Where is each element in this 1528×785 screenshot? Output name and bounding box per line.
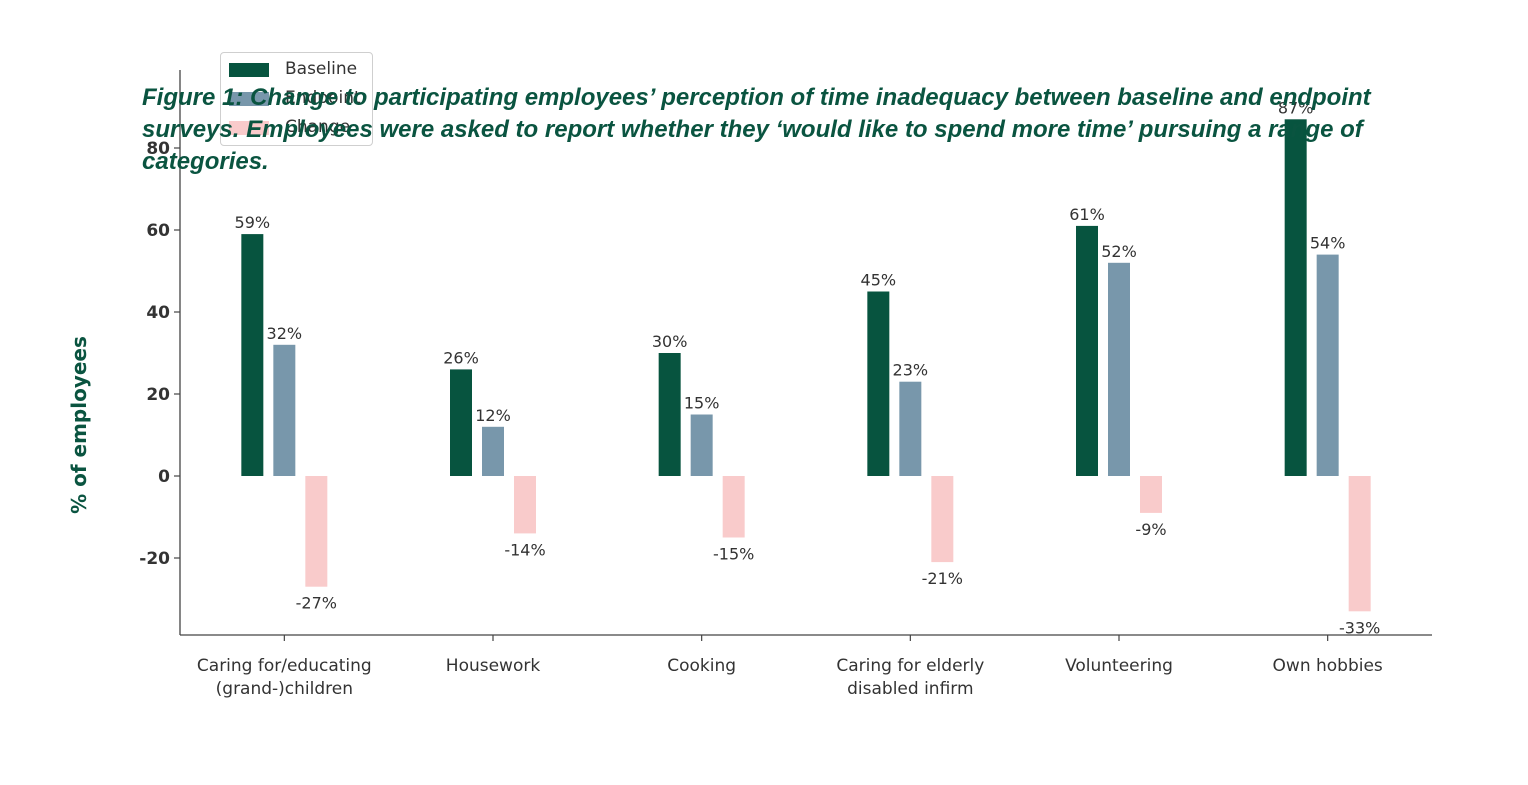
legend: Baseline Endpoint Change	[220, 52, 373, 146]
bar-change	[1348, 476, 1371, 612]
y-tick-label: 20	[146, 385, 170, 405]
bar-change	[722, 476, 745, 538]
data-label: 32%	[267, 324, 303, 343]
x-tick-label: Cooking	[667, 656, 736, 676]
figure-title: Figure 1: Change to participating employ…	[142, 84, 1371, 175]
legend-swatch-baseline	[229, 63, 269, 77]
data-label: 30%	[652, 332, 688, 351]
bar-baseline	[241, 234, 264, 476]
bar-baseline	[658, 353, 681, 476]
bar-labels: 59% 32% -27% 26% 12% -14% 30% 15% -15% 45% 23% -21%…	[235, 98, 1381, 637]
bar-endpoint	[1316, 254, 1339, 476]
data-label: 45%	[861, 271, 897, 290]
data-label: 23%	[893, 361, 929, 380]
x-tick-label-line: Volunteering	[1065, 656, 1173, 676]
bar-endpoint	[1108, 262, 1130, 476]
y-tick-label: -20	[139, 549, 170, 569]
legend-label-endpoint: Endpoint	[285, 88, 361, 108]
x-tick-label-line: (grand-)children	[216, 679, 353, 699]
bar-baseline	[1284, 119, 1307, 477]
x-tick-label-line: Housework	[446, 656, 541, 676]
bar-change	[1140, 476, 1162, 513]
legend-swatch-change	[229, 121, 269, 135]
bars	[241, 119, 1371, 612]
y-axis: -20 0 20 40 60 80	[139, 70, 181, 635]
bar-change	[305, 476, 328, 587]
legend-item-change: Change	[221, 117, 372, 146]
legend-item-baseline: Baseline	[221, 59, 372, 88]
x-tick-label-line: Caring for elderly	[836, 656, 984, 676]
legend-swatch-endpoint	[229, 92, 269, 106]
x-axis: Caring for/educating (grand-)children Hous…	[180, 634, 1432, 699]
data-label: 87%	[1278, 98, 1314, 117]
y-tick-label: 0	[158, 467, 170, 487]
legend-label-baseline: Baseline	[285, 59, 358, 79]
data-label: -33%	[1339, 618, 1380, 637]
data-label: 12%	[475, 406, 511, 425]
data-label: 59%	[235, 213, 271, 232]
bar-endpoint	[482, 426, 504, 476]
data-label: 52%	[1101, 242, 1137, 261]
x-tick-label-line: disabled infirm	[847, 679, 973, 699]
bar-change	[931, 476, 954, 563]
x-tick-label: Caring for/educating (grand-)children	[197, 656, 372, 699]
x-tick-label-line: Caring for/educating	[197, 656, 372, 676]
x-tick-label: Volunteering	[1065, 656, 1173, 676]
data-label: -27%	[296, 594, 337, 613]
bar-change	[514, 476, 536, 534]
x-tick-label: Own hobbies	[1273, 656, 1383, 676]
data-label: -21%	[922, 569, 963, 588]
data-label: -14%	[504, 540, 545, 559]
data-label: -9%	[1135, 520, 1166, 539]
data-label: 54%	[1310, 234, 1346, 253]
data-label: -15%	[713, 545, 754, 564]
bar-endpoint	[899, 381, 922, 476]
y-tick-label: 40	[146, 303, 170, 323]
x-tick-label: Housework	[446, 656, 541, 676]
bar-endpoint	[690, 414, 713, 476]
y-tick-label: 60	[146, 221, 170, 241]
data-label: 15%	[684, 394, 720, 413]
x-tick-label: Caring for elderly disabled infirm	[836, 656, 984, 699]
data-label: 61%	[1069, 205, 1105, 224]
bar-baseline	[1076, 225, 1098, 476]
bar-endpoint	[273, 344, 296, 476]
bar-baseline	[867, 291, 890, 476]
x-tick-label-line: Cooking	[667, 656, 736, 676]
y-tick-label: 80	[146, 139, 170, 159]
legend-item-endpoint: Endpoint	[221, 88, 372, 117]
data-label: 26%	[443, 348, 479, 367]
bar-baseline	[450, 369, 472, 476]
legend-label-change: Change	[285, 117, 351, 137]
y-axis-title: % of employees	[67, 336, 91, 514]
x-tick-label-line: Own hobbies	[1273, 656, 1383, 676]
